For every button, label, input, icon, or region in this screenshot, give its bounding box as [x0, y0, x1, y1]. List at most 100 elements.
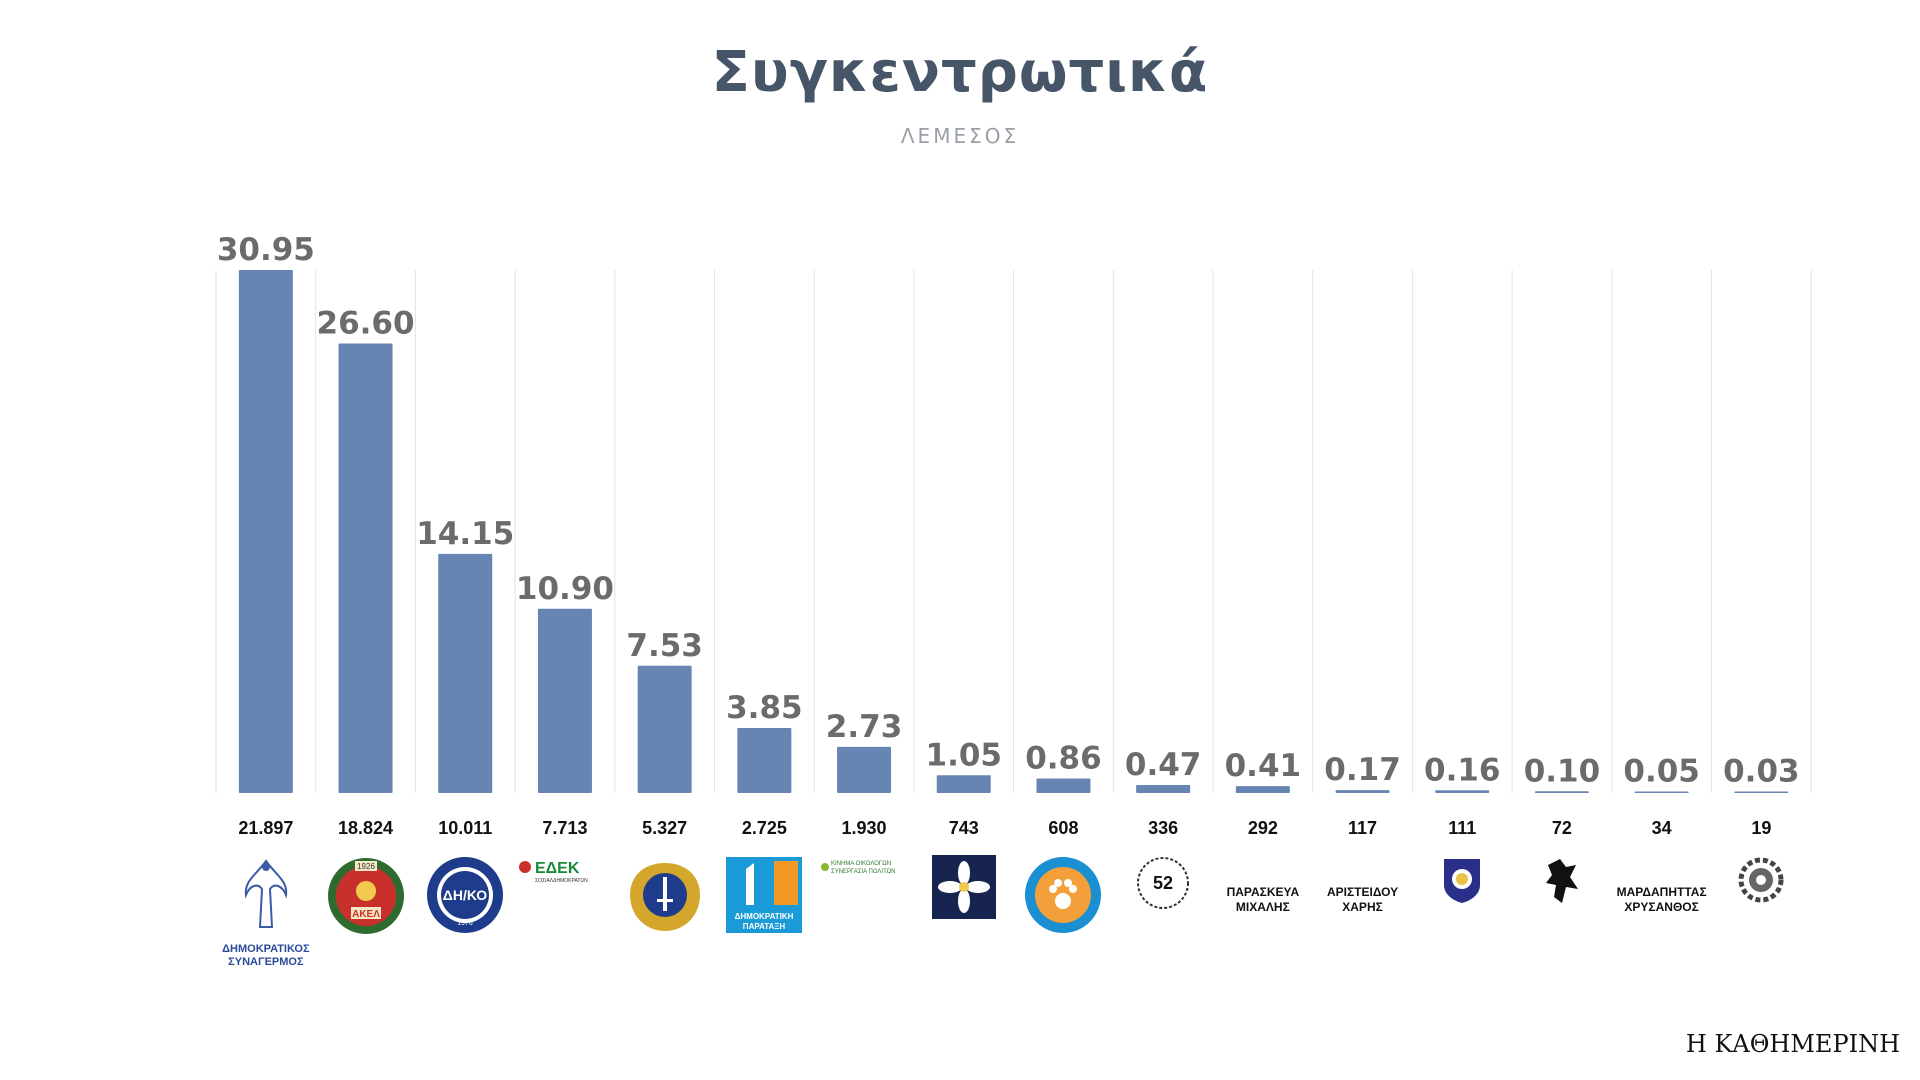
shield-logo — [1440, 855, 1484, 909]
svg-text:1976: 1976 — [457, 920, 473, 927]
bar — [537, 608, 592, 793]
vote-count-label: 292 — [1248, 818, 1278, 838]
value-label: 0.16 — [1424, 752, 1501, 788]
bar — [1734, 791, 1789, 793]
value-label: 10.90 — [516, 571, 614, 607]
bar — [637, 665, 692, 793]
chart-subtitle: ΛΕΜΕΣΟΣ — [900, 124, 1020, 148]
bar — [1634, 791, 1689, 793]
vote-count-label: 7.713 — [542, 818, 587, 838]
party-logo-cell — [914, 855, 1014, 975]
candidate-name: ΑΡΙΣΤΕΙΔΟΥ ΧΑΡΗΣ — [1326, 885, 1399, 914]
value-label: 1.05 — [926, 737, 1003, 773]
disy-logo — [236, 855, 296, 939]
vote-count-label: 117 — [1348, 818, 1377, 838]
value-label: 7.53 — [626, 628, 703, 664]
elam-logo — [620, 855, 710, 943]
vote-count-label: 21.897 — [238, 818, 293, 838]
bar — [1136, 785, 1191, 793]
party-logo-cell: ΚΙΝΗΜΑ ΟΙΚΟΛΟΓΩΝ ΣΥΝΕΡΓΑΣΙΑ ΠΟΛΙΤΩΝ — [814, 855, 914, 975]
bars — [238, 270, 1789, 793]
vote-count-label: 19 — [1751, 818, 1771, 838]
bar — [737, 727, 792, 793]
svg-text:ΑΚΕΛ: ΑΚΕΛ — [352, 909, 380, 920]
svg-text:ΣΟΣΙΑΛΔΗΜΟΚΡΑΤΩΝ: ΣΟΣΙΑΛΔΗΜΟΚΡΑΤΩΝ — [535, 878, 588, 884]
svg-text:ΚΙΝΗΜΑ ΟΙΚΟΛΟΓΩΝ: ΚΙΝΗΜΑ ΟΙΚΟΛΟΓΩΝ — [831, 861, 891, 867]
ecologists-logo: ΚΙΝΗΜΑ ΟΙΚΟΛΟΓΩΝ ΣΥΝΕΡΓΑΣΙΑ ΠΟΛΙΤΩΝ — [819, 855, 909, 883]
svg-text:ΕΔΕΚ: ΕΔΕΚ — [535, 860, 580, 877]
party-logo-cell — [615, 855, 715, 975]
bar — [1036, 778, 1091, 793]
party-logo-cell: 52 — [1113, 855, 1213, 975]
candidate-name: ΜΑΡΔΑΠΗΤΤΑΣ ΧΡΥΣΑΝΘΟΣ — [1616, 885, 1707, 914]
svg-text:1926: 1926 — [357, 862, 375, 871]
brand-logo: Η ΚΑΘΗΜΕΡΙΝΗ — [1685, 1030, 1900, 1058]
vote-labels: 21.897 18.824 10.011 7.713 5.327 2.725 1.930 74… — [238, 818, 1771, 838]
party-logo-cell: ΔΗ/ΚΟ 1976 — [415, 855, 515, 975]
party-logo-cell — [1013, 855, 1113, 975]
value-label: 0.47 — [1125, 747, 1202, 783]
vote-count-label: 18.824 — [338, 818, 393, 838]
edek-logo: ΕΔΕΚ ΣΟΣΙΑΛΔΗΜΟΚΡΑΤΩΝ — [517, 855, 613, 889]
candidate-name: ΠΑΡΑΣΚΕΥΑ ΜΙΧΑΛΗΣ — [1226, 885, 1300, 914]
gear-logo — [1736, 855, 1786, 909]
vote-count-label: 336 — [1148, 818, 1178, 838]
lion-logo — [1540, 855, 1584, 915]
dipa-logo: ΔΗΜΟΚΡΑΤΙΚΗ ΠΑΡΑΤΑΞΗ — [724, 855, 804, 939]
vote-count-label: 608 — [1048, 818, 1078, 838]
vote-count-label: 5.327 — [642, 818, 687, 838]
value-label: 2.73 — [826, 709, 903, 745]
vote-count-label: 2.725 — [742, 818, 787, 838]
bar — [1335, 790, 1390, 793]
vote-count-label: 10.011 — [438, 818, 492, 838]
akel-logo: ΑΚΕΛ 1926 — [325, 855, 407, 941]
party-logo-cell: ΔΗΜΟΚΡΑΤΙΚΟΣ ΣΥΝΑΓΕΡΜΟΣ — [216, 855, 316, 975]
vote-count-label: 72 — [1552, 818, 1572, 838]
diko-logo: ΔΗ/ΚΟ 1976 — [425, 855, 505, 939]
party-logo-cell: ΜΑΡΔΑΠΗΤΤΑΣ ΧΡΥΣΑΝΘΟΣ — [1612, 855, 1712, 975]
bar — [1435, 790, 1490, 793]
bar — [338, 343, 393, 793]
party-logo-cell — [1711, 855, 1811, 975]
party-logo-cell — [1412, 855, 1512, 975]
value-label: 14.15 — [416, 516, 514, 552]
vote-count-label: 1.930 — [842, 818, 887, 838]
bar — [438, 553, 493, 793]
svg-text:ΣΥΝΕΡΓΑΣΙΑ ΠΟΛΙΤΩΝ: ΣΥΝΕΡΓΑΣΙΑ ΠΟΛΙΤΩΝ — [831, 869, 895, 875]
grid-lines — [215, 270, 1812, 793]
chart-title: Συγκεντρωτικά — [711, 40, 1209, 105]
animal-party-logo — [1023, 855, 1103, 939]
value-label: 0.17 — [1324, 752, 1401, 788]
party-caption: ΔΗΜΟΚΡΑΤΙΚΟΣ ΣΥΝΑΓΕΡΜΟΣ — [222, 943, 310, 968]
value-label: 3.85 — [726, 690, 803, 726]
bar — [837, 746, 892, 793]
bar — [1534, 791, 1589, 793]
vote-count-label: 111 — [1448, 818, 1476, 838]
value-label: 0.03 — [1723, 754, 1800, 790]
party-logo-cell: ΔΗΜΟΚΡΑΤΙΚΗ ΠΑΡΑΤΑΞΗ — [714, 855, 814, 975]
bar — [1235, 786, 1290, 793]
bar — [936, 775, 991, 793]
value-label: 30.95 — [217, 232, 315, 268]
party-logo-cell: ΑΡΙΣΤΕΙΔΟΥ ΧΑΡΗΣ — [1313, 855, 1413, 975]
party-logo-cell — [1512, 855, 1612, 975]
vote-count-label: 743 — [949, 818, 979, 838]
party-logo-cell: ΑΚΕΛ 1926 — [316, 855, 416, 975]
value-label: 0.41 — [1225, 748, 1302, 784]
svg-text:ΔΗ/ΚΟ: ΔΗ/ΚΟ — [443, 887, 488, 903]
circle-52-logo: 52 — [1135, 855, 1191, 915]
bar — [238, 270, 293, 793]
svg-text:ΔΗΜΟΚΡΑΤΙΚΗ: ΔΗΜΟΚΡΑΤΙΚΗ — [735, 912, 794, 921]
value-label: 0.05 — [1623, 754, 1700, 790]
value-label: 0.86 — [1025, 740, 1102, 776]
party-logo-cell: ΠΑΡΑΣΚΕΥΑ ΜΙΧΑΛΗΣ — [1213, 855, 1313, 975]
flower-logo — [931, 855, 996, 923]
party-logo-cell: ΕΔΕΚ ΣΟΣΙΑΛΔΗΜΟΚΡΑΤΩΝ — [515, 855, 615, 975]
value-label: 26.60 — [317, 306, 415, 342]
vote-count-label: 34 — [1652, 818, 1672, 838]
svg-text:52: 52 — [1153, 873, 1173, 893]
svg-text:ΠΑΡΑΤΑΞΗ: ΠΑΡΑΤΑΞΗ — [743, 922, 786, 931]
value-label: 0.10 — [1524, 753, 1601, 789]
